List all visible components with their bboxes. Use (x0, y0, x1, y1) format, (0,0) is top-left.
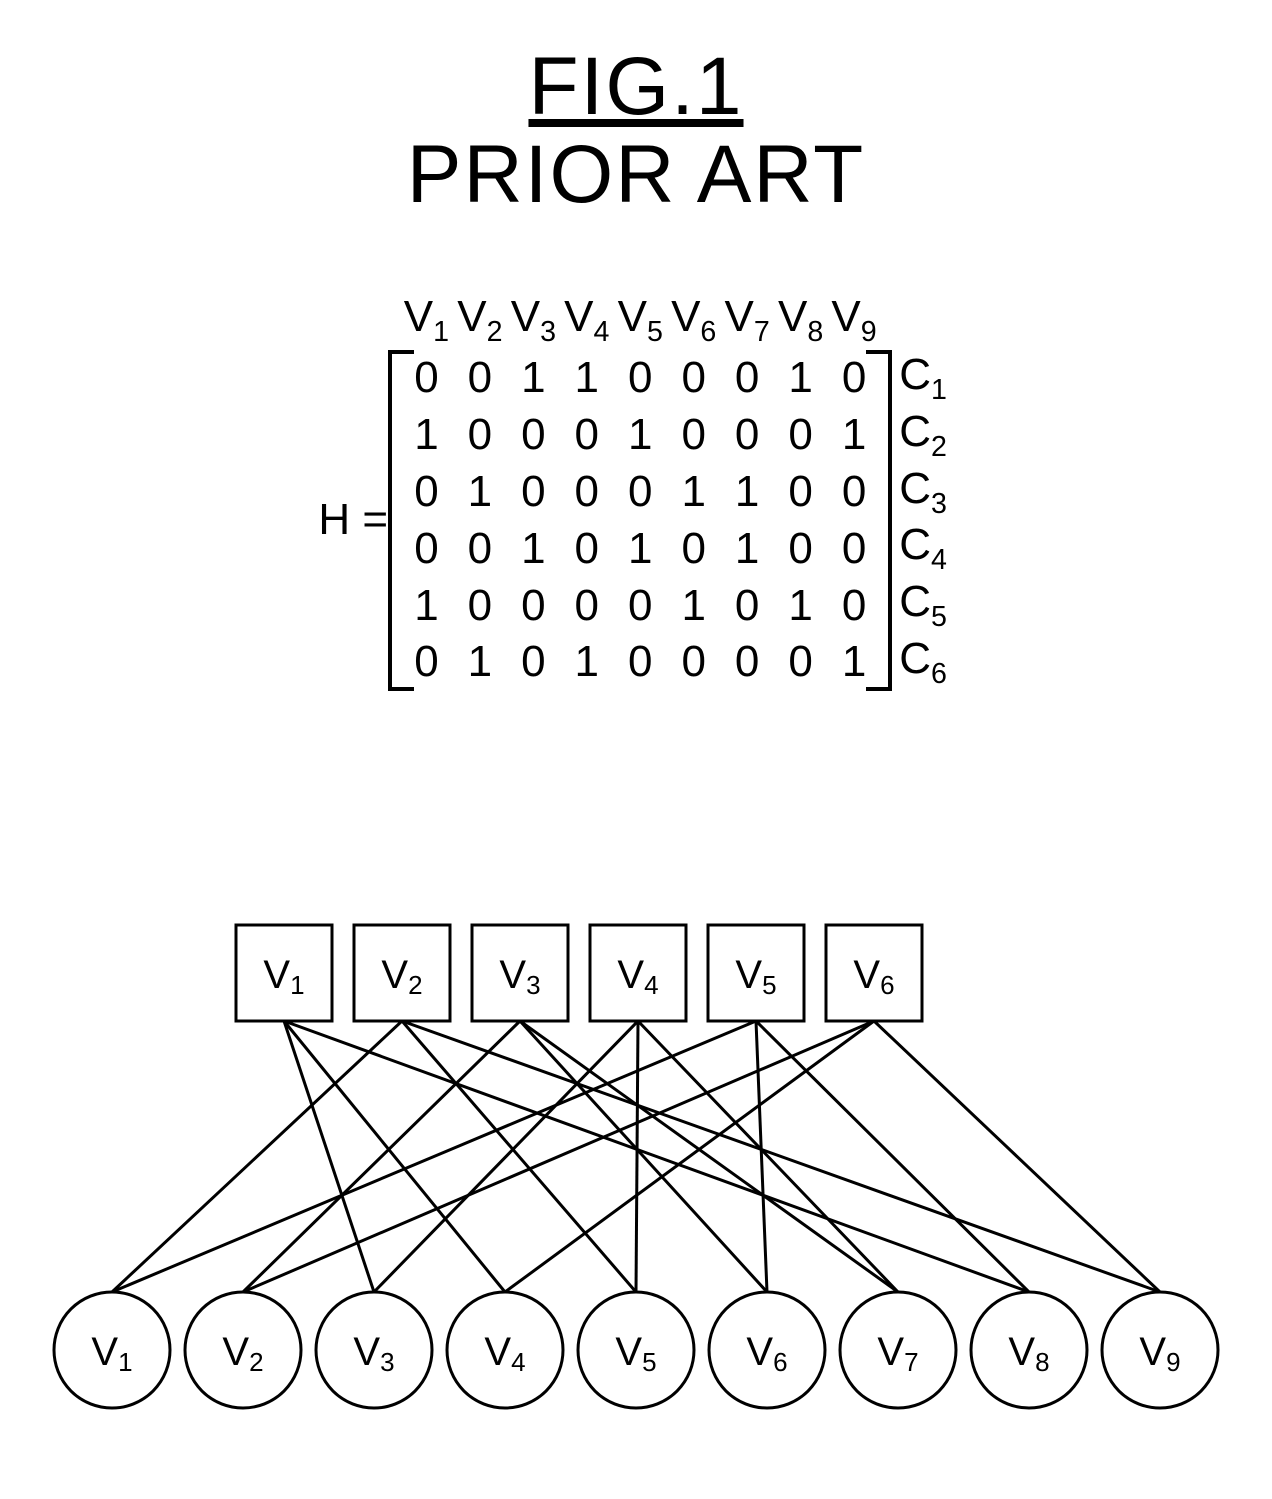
matrix-prefix: H = (318, 350, 388, 691)
matrix-cell: 0 (774, 634, 827, 691)
matrix-col-header: V1 (400, 290, 453, 350)
matrix-cell: 1 (614, 520, 667, 577)
matrix-cell: 1 (560, 634, 613, 691)
matrix-cell: 0 (560, 407, 613, 464)
matrix-row-label: C6 (892, 634, 954, 691)
matrix-cell: 0 (560, 464, 613, 521)
matrix-cell: 1 (453, 634, 506, 691)
matrix-cell: 0 (667, 407, 720, 464)
graph-edge (243, 1021, 520, 1292)
graph-edge (636, 1021, 638, 1292)
matrix-cell: 0 (453, 407, 506, 464)
matrix-cell: 0 (560, 520, 613, 577)
graph-edge (520, 1021, 898, 1292)
matrix-right-bracket (881, 350, 892, 691)
matrix-cell: 1 (774, 577, 827, 634)
matrix-col-header: V2 (453, 290, 506, 350)
graph-edge (374, 1021, 638, 1292)
matrix-cell: 0 (720, 350, 773, 407)
graph-edge (638, 1021, 898, 1292)
figure-number: FIG.1 (0, 40, 1272, 134)
matrix-cell: 1 (507, 350, 560, 407)
matrix-col-header: V4 (560, 290, 613, 350)
tanner-graph: V1V2V3V4V5V6V1V2V3V4V5V6V7V8V9 (0, 870, 1272, 1475)
matrix-col-headers: V1V2V3V4V5V6V7V8V9 (318, 290, 954, 350)
matrix-cell: 0 (507, 577, 560, 634)
matrix-col-header: V8 (774, 290, 827, 350)
graph-edge (756, 1021, 1029, 1292)
matrix-row-label: C5 (892, 577, 954, 634)
title-block: FIG.1 PRIOR ART (0, 40, 1272, 222)
matrix-cell: 1 (720, 464, 773, 521)
matrix-cell: 1 (667, 464, 720, 521)
graph-edge (112, 1021, 402, 1292)
matrix-cell: 0 (614, 577, 667, 634)
graph-edge (756, 1021, 767, 1292)
matrix-cell: 0 (720, 634, 773, 691)
matrix-cell: 0 (614, 634, 667, 691)
page: FIG.1 PRIOR ART V1V2V3V4V5V6V7V8V9H =001… (0, 0, 1272, 1499)
matrix-row-label: C4 (892, 520, 954, 577)
matrix-row-label: C3 (892, 464, 954, 521)
matrix-cell: 0 (453, 520, 506, 577)
matrix-col-header: V6 (667, 290, 720, 350)
matrix-cell: 1 (560, 350, 613, 407)
matrix-cell: 0 (614, 464, 667, 521)
matrix-row-label: C1 (892, 350, 954, 407)
matrix-col-header: V3 (507, 290, 560, 350)
matrix-cell: 0 (774, 464, 827, 521)
matrix-cell: 0 (507, 464, 560, 521)
matrix-col-header: V5 (614, 290, 667, 350)
matrix-cell: 0 (667, 520, 720, 577)
matrix-cell: 0 (774, 407, 827, 464)
matrix-cell: 0 (507, 634, 560, 691)
matrix-cell: 0 (667, 634, 720, 691)
matrix-row: H =001100010C1 (318, 350, 954, 407)
prior-art-label: PRIOR ART (0, 128, 1272, 222)
matrix-left-bracket (388, 350, 399, 691)
matrix-cell: 0 (720, 577, 773, 634)
matrix-row-label: C2 (892, 407, 954, 464)
matrix-cell: 1 (774, 350, 827, 407)
matrix-cell: 1 (453, 464, 506, 521)
matrix-cell: 0 (614, 350, 667, 407)
matrix-cell: 1 (720, 520, 773, 577)
matrix-cell: 1 (507, 520, 560, 577)
matrix-cell: 0 (720, 407, 773, 464)
matrix-cell: 0 (774, 520, 827, 577)
graph-svg: V1V2V3V4V5V6V1V2V3V4V5V6V7V8V9 (0, 870, 1272, 1470)
matrix-cell: 1 (614, 407, 667, 464)
matrix-col-header: V9 (827, 290, 880, 350)
matrix-cell: 0 (560, 577, 613, 634)
matrix-table: V1V2V3V4V5V6V7V8V9H =001100010C110001000… (318, 290, 954, 691)
matrix-cell: 0 (453, 350, 506, 407)
matrix-cell: 0 (507, 407, 560, 464)
matrix-cell: 1 (667, 577, 720, 634)
parity-matrix: V1V2V3V4V5V6V7V8V9H =001100010C110001000… (318, 290, 954, 691)
matrix-cell: 0 (453, 577, 506, 634)
matrix-col-header: V7 (720, 290, 773, 350)
matrix-cell: 0 (667, 350, 720, 407)
